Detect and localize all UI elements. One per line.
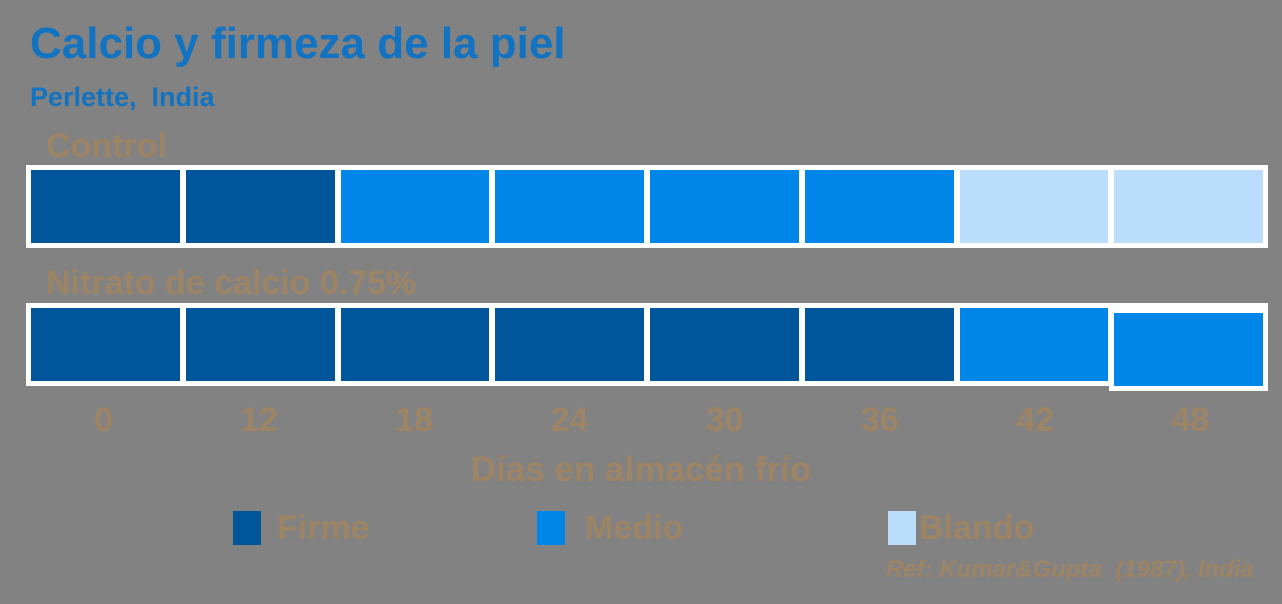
bar-row-nitrato-de-calcio (26, 303, 1268, 391)
row-label-control: Control (46, 127, 167, 165)
bar-segment-nitrato-de-calcio-0-75-day-12 (185, 308, 335, 381)
x-tick-label-24: 24 (550, 401, 589, 439)
legend-label-firme: Firme (277, 509, 370, 547)
x-tick-label-48: 48 (1171, 401, 1210, 439)
legend-item-medio: Medio (537, 511, 683, 545)
bar-segment-control-day-12 (185, 170, 335, 243)
page-title: Calcio y firmeza de la piel (30, 19, 566, 68)
x-tick-label-18: 18 (395, 401, 434, 439)
bar-segment-nitrato-de-calcio-0-75-day-42 (959, 308, 1109, 381)
bar-segment-nitrato-de-calcio-0-75-day-24 (495, 308, 644, 381)
bar-segment-control-day-42 (959, 170, 1109, 243)
x-tick-label-30: 30 (705, 401, 744, 439)
x-tick-label-12: 12 (239, 401, 278, 439)
bar-segment-nitrato-de-calcio-0-75-day-18 (340, 308, 490, 381)
row-label-nitrato-de-calcio: Nitrato de calcio 0.75% (46, 264, 417, 302)
blando-swatch-icon (888, 511, 916, 545)
bar-segment-control-day-30 (650, 170, 799, 243)
x-tick-label-42: 42 (1016, 401, 1055, 439)
bar-segment-control-day-36 (804, 170, 954, 243)
bar-segment-nitrato-de-calcio-0-75-day-48 (1109, 308, 1268, 391)
bar-segment-nitrato-de-calcio-0-75-day-36 (804, 308, 954, 381)
x-axis-title: Días en almacén frío (470, 450, 812, 489)
legend-item-blando: Blando (888, 511, 1034, 545)
legend-item-firme: Firme (233, 511, 370, 545)
bar-row-control (26, 165, 1268, 248)
reference-text: Ref: Kumar&Gupta (1987), India (885, 556, 1254, 583)
bar-segment-nitrato-de-calcio-0-75-day-30 (650, 308, 799, 381)
medio-swatch-icon (537, 511, 565, 545)
firme-swatch-icon (233, 511, 261, 545)
bar-segment-control-day-24 (495, 170, 644, 243)
bar-segment-control-day-48 (1114, 170, 1263, 243)
bar-segment-nitrato-de-calcio-0-75-day-0 (31, 308, 180, 381)
x-tick-label-0: 0 (94, 401, 114, 439)
bar-segment-control-day-18 (340, 170, 490, 243)
x-axis-tick-labels: 0 12 18 24 30 36 42 48 (26, 403, 1268, 437)
legend-label-blando: Blando (919, 509, 1035, 547)
page-subtitle: Perlette, India (30, 82, 215, 112)
bar-segment-control-day-0 (31, 170, 180, 243)
legend-label-medio: Medio (585, 509, 684, 547)
x-tick-label-36: 36 (860, 401, 899, 439)
